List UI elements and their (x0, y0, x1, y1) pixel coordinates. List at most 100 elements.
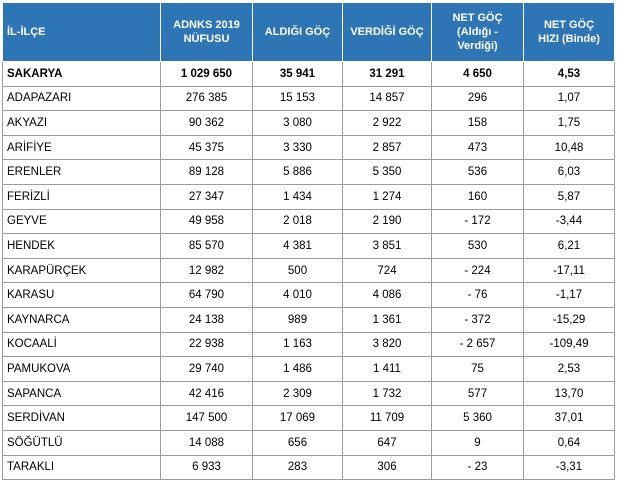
cell-net: 9 (431, 429, 524, 456)
table-row-total: SAKARYA 1 029 650 35 941 31 291 4 650 4,… (2, 61, 615, 87)
cell-net: - 76 (431, 282, 524, 308)
cell-aldigi: 2 309 (252, 380, 343, 407)
cell-name: KAYNARCA (2, 306, 161, 333)
table-row: TARAKLI 6 933 283 306 - 23 -3,31 (2, 454, 615, 481)
header-net-line2: (Aldığı - (457, 26, 498, 38)
cell-net: 4 650 (431, 61, 524, 87)
cell-hiz: 1,07 (523, 85, 615, 112)
cell-hiz: -17,11 (523, 257, 615, 284)
header-net-goc-hizi: NET GÖÇ HIZI (Binde) (523, 2, 615, 62)
cell-nufus: 64 790 (160, 282, 253, 308)
cell-hiz: 37,01 (523, 405, 615, 431)
cell-name: PAMUKOVA (2, 356, 161, 382)
cell-aldigi: 1 486 (252, 356, 343, 382)
cell-hiz: 6,21 (523, 233, 615, 259)
cell-verdigi: 2 922 (342, 110, 432, 136)
cell-hiz: 13,70 (523, 380, 615, 407)
header-aldigi-goc: ALDIĞI GÖÇ (252, 2, 343, 62)
cell-net: - 23 (431, 454, 524, 481)
cell-verdigi: 1 361 (342, 306, 432, 333)
cell-verdigi: 1 732 (342, 380, 432, 407)
cell-verdigi: 11 709 (342, 405, 432, 431)
cell-verdigi: 2 857 (342, 134, 432, 161)
cell-net: 577 (431, 380, 524, 407)
table-row: ARİFİYE 45 375 3 330 2 857 473 10,48 (2, 134, 615, 161)
table-row: GEYVE 49 958 2 018 2 190 - 172 -3,44 (2, 208, 615, 235)
cell-name: KARAPÜRÇEK (2, 257, 161, 284)
cell-name: ERENLER (2, 159, 161, 185)
cell-net: 296 (431, 85, 524, 112)
cell-name: ADAPAZARI (2, 85, 161, 112)
cell-aldigi: 5 886 (252, 159, 343, 185)
cell-name: HENDEK (2, 233, 161, 259)
cell-net: 158 (431, 110, 524, 136)
cell-aldigi: 1 434 (252, 183, 343, 210)
migration-table: İL-İLÇE ADNKS 2019 NÜFUSU ALDIĞI GÖÇ VERD… (2, 2, 615, 481)
cell-hiz: 4,53 (523, 61, 615, 87)
table-body: SAKARYA 1 029 650 35 941 31 291 4 650 4,… (2, 61, 615, 481)
cell-aldigi: 500 (252, 257, 343, 284)
cell-aldigi: 4 010 (252, 282, 343, 308)
cell-nufus: 6 933 (160, 454, 253, 481)
cell-nufus: 90 362 (160, 110, 253, 136)
header-nufus: ADNKS 2019 NÜFUSU (160, 2, 253, 62)
cell-aldigi: 4 381 (252, 233, 343, 259)
cell-name: TARAKLI (2, 454, 161, 481)
cell-hiz: 2,53 (523, 356, 615, 382)
cell-nufus: 42 416 (160, 380, 253, 407)
cell-verdigi: 14 857 (342, 85, 432, 112)
header-nufus-line1: ADNKS 2019 (173, 19, 240, 31)
table-row: ADAPAZARI 276 385 15 153 14 857 296 1,07 (2, 85, 615, 112)
table-row: SAPANCA 42 416 2 309 1 732 577 13,70 (2, 380, 615, 407)
cell-hiz: 1,75 (523, 110, 615, 136)
cell-name: AKYAZI (2, 110, 161, 136)
cell-aldigi: 3 080 (252, 110, 343, 136)
header-verdigi-label: VERDİĞİ GÖÇ (350, 26, 424, 38)
cell-nufus: 276 385 (160, 85, 253, 112)
cell-aldigi: 17 069 (252, 405, 343, 431)
header-net-goc: NET GÖÇ (Aldığı - Verdiği) (431, 2, 524, 62)
cell-hiz: -1,17 (523, 282, 615, 308)
header-il-ilce: İL-İLÇE (2, 2, 161, 62)
table-row: ERENLER 89 128 5 886 5 350 536 6,03 (2, 159, 615, 185)
table-row: KAYNARCA 24 138 989 1 361 - 372 -15,29 (2, 306, 615, 333)
cell-net: 530 (431, 233, 524, 259)
cell-nufus: 22 938 (160, 331, 253, 358)
header-aldigi-label: ALDIĞI GÖÇ (264, 26, 331, 38)
cell-name: GEYVE (2, 208, 161, 235)
header-il-ilce-label: İL-İLÇE (7, 26, 46, 38)
cell-net: 160 (431, 183, 524, 210)
cell-nufus: 89 128 (160, 159, 253, 185)
cell-verdigi: 647 (342, 429, 432, 456)
cell-verdigi: 306 (342, 454, 432, 481)
cell-net: - 172 (431, 208, 524, 235)
cell-nufus: 12 982 (160, 257, 253, 284)
cell-name: FERİZLİ (2, 183, 161, 210)
cell-name: SERDİVAN (2, 405, 161, 431)
cell-verdigi: 2 190 (342, 208, 432, 235)
cell-hiz: 10,48 (523, 134, 615, 161)
table-row: PAMUKOVA 29 740 1 486 1 411 75 2,53 (2, 356, 615, 382)
cell-name: SAPANCA (2, 380, 161, 407)
cell-net: 75 (431, 356, 524, 382)
cell-aldigi: 3 330 (252, 134, 343, 161)
header-hiz-line1: NET GÖÇ (543, 19, 595, 31)
cell-verdigi: 5 350 (342, 159, 432, 185)
cell-nufus: 45 375 (160, 134, 253, 161)
cell-aldigi: 15 153 (252, 85, 343, 112)
table-row: FERİZLİ 27 347 1 434 1 274 160 5,87 (2, 183, 615, 210)
table-row: SÖĞÜTLÜ 14 088 656 647 9 0,64 (2, 429, 615, 456)
cell-nufus: 14 088 (160, 429, 253, 456)
cell-net: - 224 (431, 257, 524, 284)
cell-aldigi: 656 (252, 429, 343, 456)
header-net-line3: Verdiği) (457, 40, 498, 52)
cell-nufus: 29 740 (160, 356, 253, 382)
cell-hiz: -3,31 (523, 454, 615, 481)
cell-net: - 372 (431, 306, 524, 333)
header-row: İL-İLÇE ADNKS 2019 NÜFUSU ALDIĞI GÖÇ VERD… (2, 2, 615, 62)
header-nufus-line2: NÜFUSU (183, 33, 230, 45)
cell-aldigi: 35 941 (252, 61, 343, 87)
cell-verdigi: 1 274 (342, 183, 432, 210)
header-verdigi-goc: VERDİĞİ GÖÇ (342, 2, 432, 62)
table-header: İL-İLÇE ADNKS 2019 NÜFUSU ALDIĞI GÖÇ VERD… (2, 2, 615, 62)
